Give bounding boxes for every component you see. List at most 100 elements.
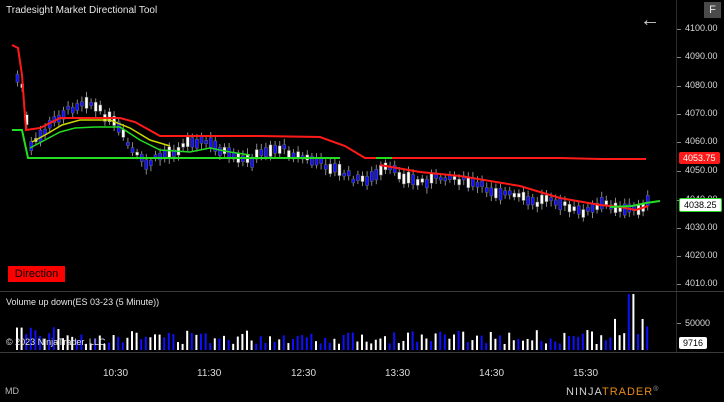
- candle: [351, 178, 356, 184]
- candle: [310, 155, 314, 166]
- candle: [397, 172, 402, 180]
- volume-bar: [572, 335, 575, 350]
- candle: [89, 102, 93, 106]
- candle: [213, 140, 218, 152]
- volume-bar: [457, 330, 460, 350]
- volume-bar: [434, 333, 437, 350]
- candle: [254, 149, 259, 160]
- volume-bar: [627, 294, 630, 350]
- volume-chart[interactable]: [0, 292, 676, 352]
- candle: [498, 187, 503, 201]
- volume-bar: [144, 336, 147, 350]
- candle: [195, 138, 199, 149]
- left-arrow-icon[interactable]: ←: [640, 9, 660, 31]
- volume-bar: [71, 336, 74, 350]
- candle: [287, 150, 291, 158]
- candle: [420, 178, 425, 183]
- volume-bar: [430, 341, 432, 350]
- volume-panel[interactable]: Volume up down(ES 03-23 (5 Minute)) © 20…: [0, 292, 676, 352]
- candle: [558, 198, 563, 210]
- volume-bar: [425, 338, 428, 350]
- volume-bar: [324, 337, 327, 350]
- volume-bar: [177, 342, 179, 350]
- candle: [553, 199, 558, 206]
- volume-bar: [108, 342, 110, 350]
- price-tick: 4050.00: [685, 165, 718, 175]
- candle: [484, 187, 489, 193]
- volume-bar: [420, 334, 423, 350]
- volume-bar: [264, 342, 267, 350]
- volume-bar: [310, 333, 313, 350]
- candle: [466, 177, 471, 188]
- volume-bar: [480, 335, 483, 350]
- volume-bar: [218, 338, 221, 350]
- volume-bar: [227, 339, 230, 350]
- candle: [645, 195, 650, 207]
- price-tick: 4060.00: [685, 136, 718, 146]
- time-label: 15:30: [573, 368, 599, 379]
- volume-bar: [29, 327, 32, 350]
- volume-bar: [618, 335, 621, 350]
- volume-bar: [646, 326, 649, 350]
- candle: [61, 110, 66, 120]
- volume-bar: [641, 318, 644, 350]
- time-axis[interactable]: 10:30 11:30 12:30 13:30 14:30 15:30: [0, 352, 676, 382]
- candle: [360, 175, 365, 182]
- volume-bar: [328, 342, 331, 350]
- status-label: MD: [5, 386, 19, 396]
- candle: [135, 151, 139, 156]
- candle: [342, 172, 346, 177]
- candle: [475, 181, 480, 188]
- volume-bar: [494, 338, 497, 350]
- candle: [604, 200, 609, 205]
- candle: [323, 164, 328, 170]
- candle: [190, 137, 195, 148]
- volume-bar: [535, 330, 538, 350]
- volume-bar: [595, 343, 598, 350]
- volume-bar: [167, 332, 170, 350]
- candle: [93, 101, 98, 112]
- volume-bar: [466, 342, 469, 350]
- candle: [66, 105, 70, 110]
- price-tick: 4080.00: [685, 80, 718, 90]
- candle: [521, 191, 526, 201]
- volume-bar: [356, 341, 359, 350]
- price-axis[interactable]: 4100.00 4090.00 4080.00 4070.00 4060.00 4050.…: [676, 0, 724, 291]
- candle: [167, 146, 172, 159]
- candle: [595, 202, 599, 211]
- volume-bar: [489, 331, 492, 350]
- candle: [544, 194, 549, 202]
- candle: [144, 159, 149, 170]
- volume-bar: [545, 343, 547, 350]
- volume-bar: [407, 332, 409, 350]
- menu-button[interactable]: F: [704, 2, 721, 18]
- volume-bar: [563, 332, 566, 350]
- candle: [162, 150, 167, 158]
- price-tick: 4020.00: [685, 250, 718, 260]
- volume-bar: [508, 332, 511, 350]
- support-line-inner: [29, 126, 251, 156]
- volume-bar: [568, 335, 570, 350]
- candle: [149, 159, 153, 166]
- candle: [429, 173, 434, 184]
- volume-bar: [609, 337, 612, 350]
- candle: [443, 177, 448, 182]
- copyright-text: © 2023 NinjaTrader, LLC: [6, 337, 106, 347]
- price-chart[interactable]: [0, 0, 676, 291]
- volume-bar: [209, 343, 212, 350]
- candle: [425, 178, 429, 189]
- volume-tick: 50000: [685, 318, 711, 328]
- volume-bar: [384, 336, 386, 350]
- time-label: 10:30: [103, 368, 129, 379]
- candle: [581, 209, 586, 218]
- volume-bar: [117, 336, 120, 350]
- volume-bar: [591, 331, 593, 350]
- candle: [208, 137, 213, 148]
- price-panel[interactable]: [0, 0, 676, 291]
- panel-separator: [0, 291, 724, 292]
- volume-bar: [558, 343, 561, 350]
- candle: [415, 179, 420, 186]
- volume-bar: [163, 337, 166, 350]
- volume-bar: [471, 340, 474, 350]
- volume-bar: [604, 340, 607, 350]
